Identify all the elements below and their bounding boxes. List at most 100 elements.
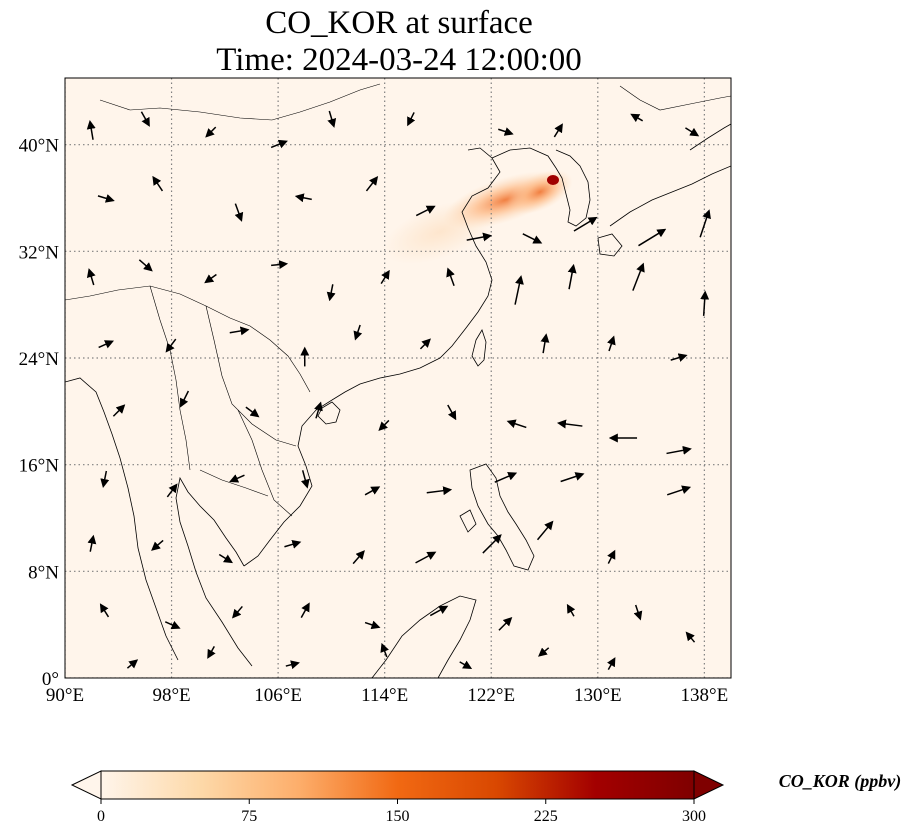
lon-tick-label: 114°E: [361, 685, 408, 706]
wind-arrow: [98, 340, 115, 349]
wind-arrow: [498, 616, 513, 631]
lon-tick-label: 106°E: [254, 685, 302, 706]
wind-arrow: [294, 193, 312, 203]
wind-arrow: [419, 338, 431, 350]
lat-tick-label: 24°N: [19, 349, 60, 370]
wind-arrow: [426, 486, 453, 496]
lon-tick-labels: 90°E 98°E 106°E 114°E 122°E 130°E 138°E: [46, 685, 728, 706]
wind-arrow: [271, 260, 289, 270]
colorbar-tick-label: 225: [534, 808, 558, 825]
wind-arrow: [415, 551, 437, 564]
wind-arrow: [138, 259, 153, 272]
wind-arrow: [607, 657, 616, 670]
wind-arrow: [567, 263, 577, 290]
wind-arrow: [607, 549, 616, 564]
wind-arrow: [573, 216, 598, 232]
wind-arrow: [607, 335, 616, 352]
wind-arrow: [205, 126, 217, 138]
wind-arrow: [380, 642, 389, 658]
coastlines: [65, 83, 731, 678]
lat-tick-label: 0°: [42, 669, 59, 690]
lat-tick-label: 16°N: [19, 456, 60, 477]
colorbar-tick-label: 150: [386, 808, 410, 825]
wind-arrow: [670, 353, 688, 362]
wind-arrow: [245, 406, 260, 418]
wind-arrow: [699, 209, 711, 238]
wind-arrow: [638, 228, 667, 247]
wind-arrow: [87, 534, 97, 552]
wind-arrow: [538, 647, 550, 657]
wind-arrow: [86, 268, 96, 286]
wind-arrow: [353, 324, 363, 341]
co-peak-marker: [547, 175, 559, 185]
wind-arrow: [204, 273, 217, 284]
wind-arrow: [285, 660, 300, 670]
wind-arrow: [380, 269, 390, 284]
wind-arrow: [270, 139, 288, 149]
wind-arrow: [126, 659, 139, 669]
wind-arrow: [566, 603, 576, 617]
wind-arrow: [447, 404, 457, 421]
wind-arrow: [151, 539, 164, 551]
colorbar-tick-label: 0: [97, 808, 105, 825]
wind-arrow: [229, 326, 250, 336]
wind-arrow: [553, 123, 563, 138]
colorbar-label: CO_KOR (ppbv): [779, 771, 902, 792]
wind-arrow: [232, 605, 243, 619]
wind-arrow: [700, 290, 710, 316]
lon-tick-label: 130°E: [574, 685, 622, 706]
map-subtitle: Time: 2024-03-24 12:00:00: [216, 42, 582, 78]
wind-arrow: [152, 175, 164, 192]
wind-arrow: [685, 631, 696, 643]
wind-arrow: [378, 419, 390, 431]
colorbar: 0 75 150 225 300 CO_KOR (ppbv): [70, 770, 902, 825]
wind-arrow: [494, 472, 518, 483]
map-title: CO_KOR at surface: [265, 5, 533, 41]
wind-arrow: [100, 470, 110, 488]
plot-area: [65, 78, 731, 678]
wind-arrow: [365, 175, 379, 192]
lon-tick-label: 138°E: [681, 685, 729, 706]
wind-arrow: [540, 333, 550, 354]
wind-arrow: [685, 127, 700, 137]
lat-tick-labels: 0° 8°N 16°N 24°N 32°N 40°N: [19, 136, 60, 690]
wind-arrow: [506, 419, 527, 429]
wind-arrow: [300, 602, 310, 618]
wind-arrow: [459, 660, 473, 669]
colorbar-bar: [100, 770, 695, 800]
wind-vectors: [86, 110, 711, 670]
wind-arrow: [364, 486, 381, 496]
co-plume: [382, 169, 573, 264]
wind-arrow: [99, 603, 110, 618]
wind-arrow: [364, 620, 381, 630]
wind-arrow: [466, 232, 493, 242]
lat-tick-label: 40°N: [19, 136, 60, 157]
wind-arrow: [140, 111, 150, 127]
wind-arrow: [234, 203, 244, 222]
colorbar-extend-left: [70, 770, 102, 800]
wind-arrow: [560, 472, 585, 483]
wind-arrow: [633, 604, 643, 621]
wind-arrow: [498, 127, 514, 136]
lon-tick-label: 98°E: [152, 685, 190, 706]
wind-arrow: [446, 267, 455, 286]
wind-arrow: [164, 620, 181, 630]
wind-arrow: [207, 646, 216, 659]
wind-arrow: [165, 338, 177, 353]
wind-arrow: [180, 390, 190, 408]
wind-arrow: [314, 401, 323, 419]
wind-arrow: [218, 553, 233, 564]
lon-tick-label: 122°E: [467, 685, 515, 706]
plot-frame: [64, 77, 732, 679]
wind-arrow: [556, 419, 583, 429]
wind-arrow: [284, 539, 302, 549]
wind-arrow: [482, 534, 502, 554]
wind-arrow: [352, 550, 365, 565]
colorbar-tick-label: 300: [682, 808, 706, 825]
wind-arrow: [415, 205, 436, 217]
wind-arrow: [536, 520, 554, 541]
lat-tick-label: 32°N: [19, 242, 60, 263]
lat-tick-label: 8°N: [28, 562, 59, 583]
wind-arrow: [229, 474, 245, 483]
